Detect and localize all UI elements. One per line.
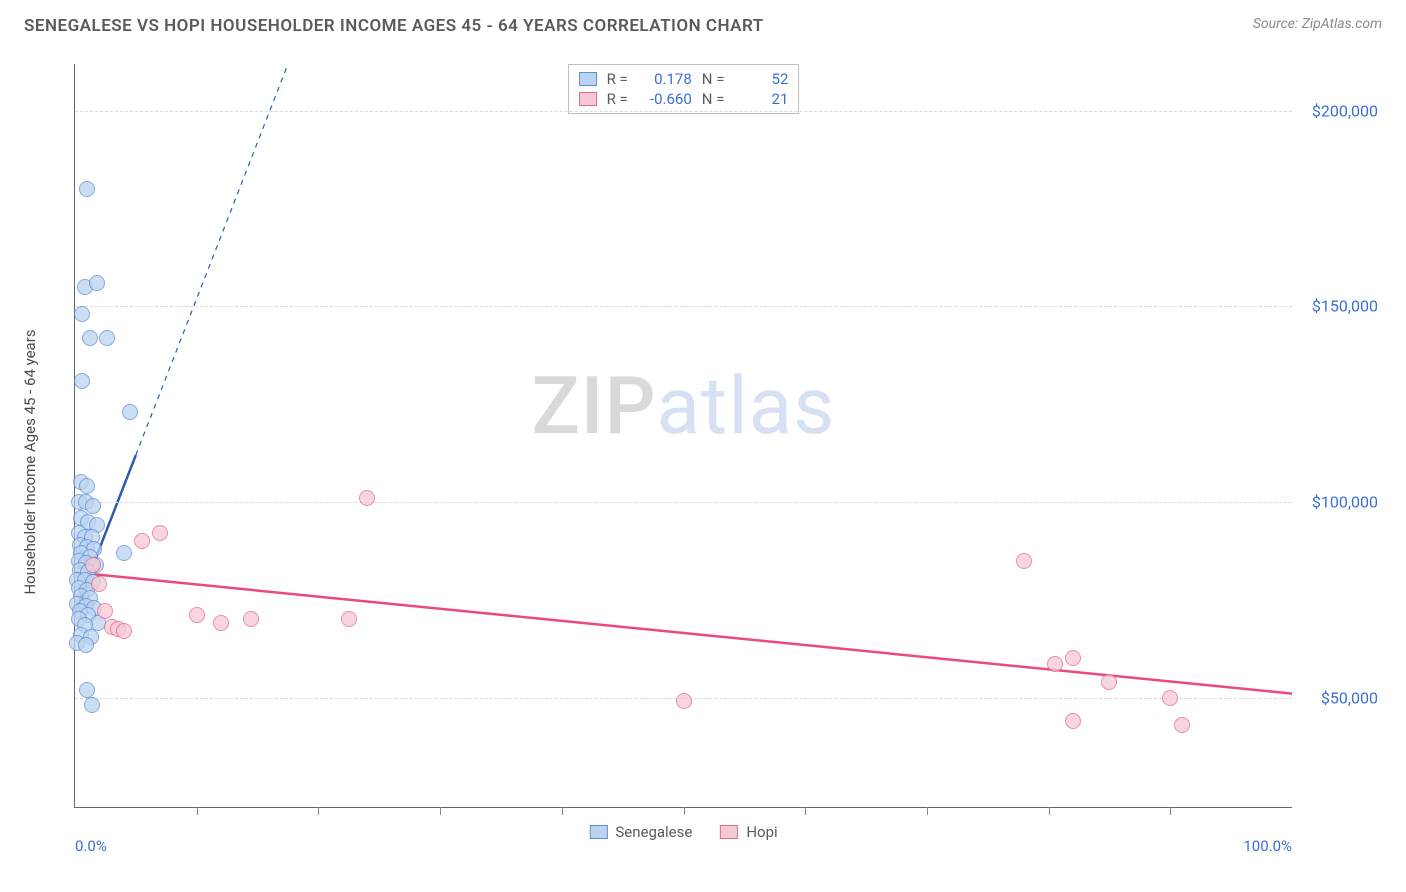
- data-point: [91, 576, 107, 592]
- y-tick-label: $50,000: [1321, 688, 1378, 707]
- data-point: [676, 693, 692, 709]
- data-point: [1016, 553, 1032, 569]
- data-point: [82, 330, 98, 346]
- data-point: [243, 611, 259, 627]
- data-point: [79, 682, 95, 698]
- data-point: [116, 623, 132, 639]
- legend-item-hopi: Hopi: [720, 823, 777, 841]
- x-tick: [440, 807, 441, 815]
- swatch-senegalese: [579, 72, 597, 86]
- data-point: [134, 533, 150, 549]
- x-tick: [684, 807, 685, 815]
- stat-r-label: R =: [607, 90, 628, 108]
- data-point: [79, 181, 95, 197]
- data-point: [1047, 656, 1063, 672]
- gridline-h: [75, 502, 1292, 503]
- swatch-senegalese: [589, 825, 607, 839]
- x-tick-label-right: 100.0%: [1243, 837, 1292, 855]
- data-point: [99, 330, 115, 346]
- data-point: [1162, 690, 1178, 706]
- bottom-legend: Senegalese Hopi: [589, 823, 777, 841]
- data-point: [213, 615, 229, 631]
- stat-n-hopi: 21: [734, 90, 788, 108]
- stat-n-senegalese: 52: [734, 70, 788, 88]
- legend-label-hopi: Hopi: [746, 823, 777, 841]
- data-point: [189, 607, 205, 623]
- chart-title: SENEGALESE VS HOPI HOUSEHOLDER INCOME AG…: [24, 16, 764, 36]
- watermark: ZIPatlas: [532, 359, 836, 453]
- watermark-zip: ZIP: [532, 359, 657, 453]
- data-point: [79, 478, 95, 494]
- x-tick: [1170, 807, 1171, 815]
- x-tick: [197, 807, 198, 815]
- data-point: [122, 404, 138, 420]
- y-tick-label: $150,000: [1312, 297, 1378, 316]
- data-point: [152, 525, 168, 541]
- data-point: [359, 490, 375, 506]
- x-tick: [805, 807, 806, 815]
- data-point: [85, 557, 101, 573]
- swatch-hopi: [579, 92, 597, 106]
- x-tick: [318, 807, 319, 815]
- stats-legend-box: R = 0.178 N = 52 R = -0.660 N = 21: [568, 64, 800, 114]
- data-point: [85, 498, 101, 514]
- stats-row-hopi: R = -0.660 N = 21: [579, 89, 789, 109]
- data-point: [1065, 713, 1081, 729]
- data-point: [74, 373, 90, 389]
- x-tick: [562, 807, 563, 815]
- data-point: [1065, 650, 1081, 666]
- stat-r-senegalese: 0.178: [638, 70, 692, 88]
- data-point: [1174, 717, 1190, 733]
- data-point: [341, 611, 357, 627]
- source-label: Source: ZipAtlas.com: [1253, 16, 1382, 32]
- data-point: [116, 545, 132, 561]
- watermark-atlas: atlas: [657, 359, 836, 453]
- gridline-h: [75, 306, 1292, 307]
- stat-n-label: N =: [702, 70, 725, 88]
- stats-row-senegalese: R = 0.178 N = 52: [579, 69, 789, 89]
- data-point: [89, 275, 105, 291]
- y-axis-label: Householder Income Ages 45 - 64 years: [21, 329, 39, 594]
- data-point: [1101, 674, 1117, 690]
- x-tick: [927, 807, 928, 815]
- chart-container: Householder Income Ages 45 - 64 years ZI…: [24, 56, 1382, 868]
- gridline-h: [75, 111, 1292, 112]
- legend-label-senegalese: Senegalese: [615, 823, 692, 841]
- data-point: [78, 637, 94, 653]
- swatch-hopi: [720, 825, 738, 839]
- data-point: [97, 603, 113, 619]
- stat-r-label: R =: [607, 70, 628, 88]
- y-tick-label: $200,000: [1312, 101, 1378, 120]
- x-tick-label-left: 0.0%: [75, 837, 107, 855]
- y-tick-label: $100,000: [1312, 492, 1378, 511]
- plot-area: ZIPatlas R = 0.178 N = 52 R = -0.660 N =…: [74, 64, 1292, 808]
- data-point: [74, 306, 90, 322]
- stat-n-label: N =: [702, 90, 725, 108]
- data-point: [84, 697, 100, 713]
- x-tick: [1049, 807, 1050, 815]
- stat-r-hopi: -0.660: [638, 90, 692, 108]
- legend-item-senegalese: Senegalese: [589, 823, 692, 841]
